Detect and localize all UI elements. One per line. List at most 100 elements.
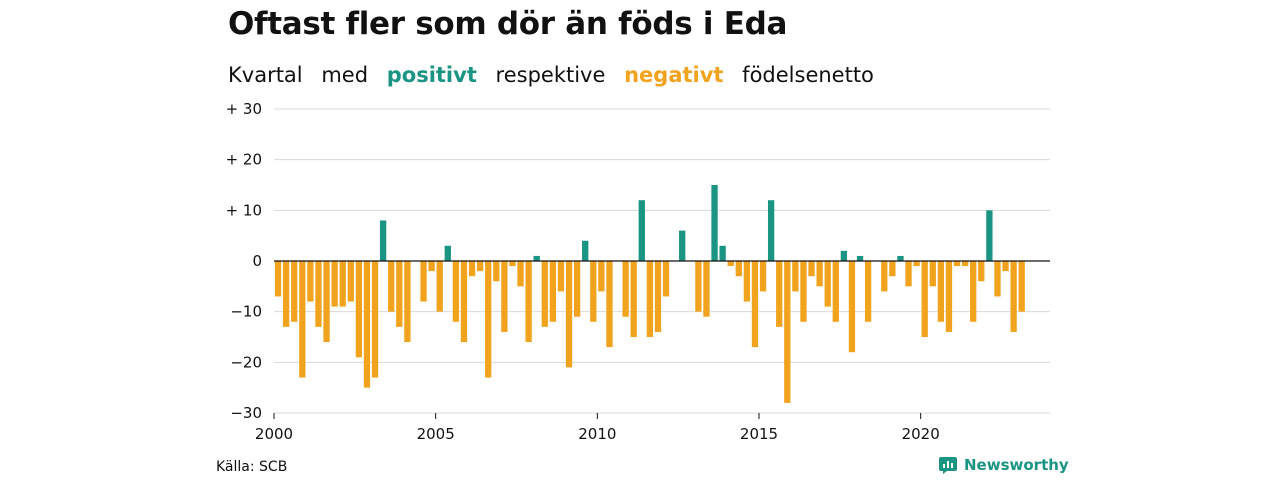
bar — [921, 261, 928, 337]
bar — [598, 261, 605, 292]
bar — [994, 261, 1001, 297]
bar — [986, 210, 993, 261]
y-tick-label: + 20 — [226, 151, 262, 169]
bar — [404, 261, 411, 343]
bar — [379, 220, 387, 261]
bar — [396, 261, 403, 327]
bar — [662, 261, 670, 297]
bar — [291, 261, 298, 322]
bar — [679, 230, 686, 261]
subtitle-positive-word: positivt — [386, 63, 477, 87]
bar — [735, 261, 742, 277]
bar — [1018, 261, 1025, 312]
bar — [630, 261, 637, 337]
y-tick-label: 0 — [252, 252, 262, 270]
bar — [606, 261, 613, 348]
bar — [323, 261, 330, 343]
x-tick-label: 2005 — [417, 425, 455, 443]
bar — [970, 261, 977, 322]
bar — [784, 261, 791, 403]
y-tick-label: + 10 — [226, 201, 262, 219]
bar — [485, 261, 492, 378]
x-tick-label: 2000 — [255, 425, 293, 443]
bar — [436, 261, 443, 312]
y-tick-label: + 30 — [226, 100, 262, 118]
bar — [759, 261, 767, 292]
bar — [622, 261, 629, 317]
bar — [654, 261, 662, 332]
bar — [371, 261, 379, 378]
chart-title: Oftast fler som dör än föds i Eda — [228, 6, 788, 42]
bar — [1010, 261, 1017, 332]
bar — [509, 261, 516, 267]
bar — [274, 261, 282, 297]
bar — [945, 261, 953, 332]
source-note: Källa: SCB — [216, 459, 288, 475]
bar — [695, 261, 702, 312]
bar — [703, 261, 710, 317]
bar — [565, 261, 573, 368]
bar — [840, 250, 848, 261]
bar — [557, 261, 565, 292]
bar — [953, 261, 961, 267]
bar — [1002, 261, 1009, 272]
bar — [525, 261, 532, 343]
bar — [363, 261, 371, 388]
bar — [573, 261, 581, 317]
bar — [978, 261, 985, 282]
subtitle-part-3: respektive — [495, 63, 606, 87]
bar — [541, 261, 548, 327]
bar — [460, 261, 468, 343]
bar — [646, 261, 654, 337]
y-axis-labels: + 30 + 20 + 10 0 −10 −20 −30 — [226, 100, 262, 422]
bar — [800, 261, 807, 322]
bar — [719, 245, 726, 261]
bar — [331, 261, 338, 307]
bar — [355, 261, 363, 358]
bar — [517, 261, 524, 287]
bar — [767, 200, 775, 261]
bar — [638, 200, 645, 261]
bar — [913, 261, 920, 267]
bar — [307, 261, 314, 302]
bar — [476, 261, 484, 272]
x-tick-label: 2010 — [578, 425, 616, 443]
bar — [339, 261, 346, 307]
bar — [282, 261, 290, 327]
bar — [299, 261, 306, 378]
bar — [856, 255, 864, 261]
subtitle-part-4: födelsenetto — [742, 63, 874, 87]
bar — [468, 261, 476, 277]
bar — [711, 185, 718, 261]
bar — [533, 255, 540, 261]
bar — [493, 261, 500, 282]
chart-subtitle: Kvartal med positivt respektive negativt… — [228, 63, 886, 87]
bar — [905, 261, 912, 287]
bar — [929, 261, 936, 287]
bar — [549, 261, 557, 322]
x-tick-label: 2020 — [902, 425, 940, 443]
bar — [582, 240, 589, 261]
bar — [444, 245, 451, 261]
subtitle-part-1: Kvartal — [228, 63, 303, 87]
bar — [816, 261, 823, 287]
bar — [315, 261, 322, 327]
bar — [824, 261, 831, 307]
y-tick-label: −10 — [230, 303, 262, 321]
bar-layer — [274, 185, 1050, 403]
bar — [832, 261, 839, 322]
bar — [452, 261, 460, 322]
bar — [808, 261, 815, 277]
x-tick-label: 2015 — [740, 425, 778, 443]
y-tick-label: −20 — [230, 353, 262, 371]
subtitle-negative-word: negativt — [624, 63, 724, 87]
bar — [428, 261, 435, 272]
bar — [501, 261, 508, 332]
bar — [776, 261, 783, 327]
newsworthy-logo-icon — [939, 457, 957, 474]
bar — [864, 261, 872, 322]
y-tick-label: −30 — [230, 404, 262, 422]
bar — [792, 261, 799, 292]
bar — [743, 261, 751, 302]
